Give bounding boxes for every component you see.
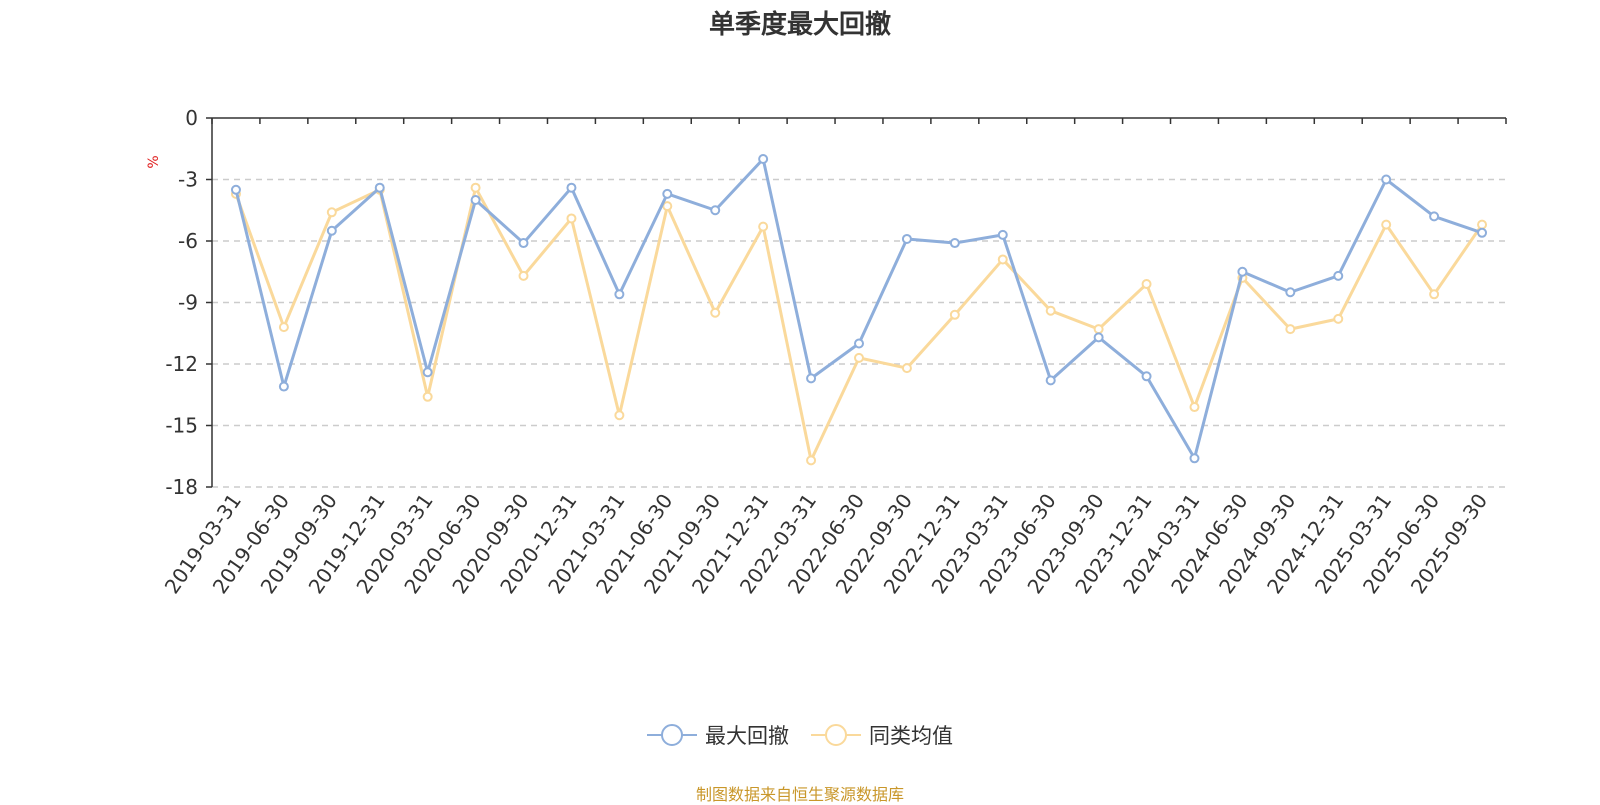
y-tick-label-1: -3: [178, 168, 198, 192]
y-tick-label-0: 0: [185, 106, 198, 130]
data-point-1-9: [662, 201, 673, 212]
series-0: [230, 154, 1488, 464]
series-group: [230, 154, 1488, 466]
data-point-0-1: [278, 381, 289, 392]
data-point-0-7: [566, 182, 577, 193]
data-point-0-22: [1285, 287, 1296, 298]
legend: 最大回撤 同类均值: [0, 720, 1600, 750]
data-point-0-2: [326, 225, 337, 236]
data-point-0-13: [854, 338, 864, 349]
data-point-0-16: [997, 229, 1008, 240]
data-point-0-21: [1237, 266, 1248, 277]
legend-label-peer-average: 同类均值: [869, 724, 953, 748]
data-point-0-4: [422, 367, 433, 378]
data-point-1-17: [1045, 305, 1056, 316]
data-point-1-14: [901, 363, 912, 374]
data-point-1-7: [566, 213, 577, 224]
legend-item-max-drawdown[interactable]: 最大回撤: [647, 720, 789, 750]
data-point-0-3: [374, 182, 385, 193]
data-point-0-26: [1477, 227, 1488, 238]
data-point-1-22: [1285, 324, 1296, 335]
y-tick-label-2: -6: [178, 229, 198, 253]
data-point-1-5: [470, 182, 481, 193]
data-point-0-14: [901, 233, 912, 244]
y-axis-label: %: [146, 155, 162, 168]
data-point-1-6: [518, 270, 529, 281]
data-point-1-15: [949, 309, 960, 320]
series-1: [230, 182, 1488, 466]
data-point-1-26: [1477, 219, 1488, 230]
data-point-1-25: [1429, 289, 1440, 300]
data-point-1-20: [1189, 402, 1200, 413]
data-point-0-12: [806, 373, 817, 384]
data-point-1-12: [806, 455, 817, 466]
data-point-1-8: [614, 410, 625, 421]
data-point-0-6: [518, 238, 529, 249]
grid-lines: [212, 178, 1506, 488]
data-point-1-24: [1381, 219, 1392, 230]
data-point-0-24: [1381, 174, 1392, 185]
data-point-1-4: [422, 391, 433, 402]
legend-marker-max-drawdown-icon: [647, 724, 697, 746]
data-point-1-2: [326, 207, 337, 218]
data-point-1-23: [1333, 313, 1344, 324]
data-point-1-16: [997, 254, 1008, 265]
data-point-0-8: [614, 289, 625, 300]
data-point-0-20: [1189, 453, 1200, 464]
y-tick-label-4: -12: [165, 352, 198, 376]
data-point-1-11: [758, 221, 769, 232]
data-point-0-9: [662, 188, 673, 199]
legend-marker-peer-average-icon: [811, 724, 861, 746]
legend-label-max-drawdown: 最大回撤: [705, 724, 789, 748]
data-point-1-1: [278, 322, 289, 333]
series-line-0: [234, 157, 1483, 460]
data-point-0-0: [230, 184, 241, 195]
data-point-0-5: [470, 195, 481, 205]
data-point-0-17: [1045, 375, 1056, 386]
source-note: 制图数据来自恒生聚源数据库: [695, 785, 904, 804]
chart-title: 单季度最大回撤: [708, 10, 891, 40]
y-tick-label-6: -18: [165, 475, 198, 499]
data-point-0-15: [949, 238, 960, 249]
data-point-0-11: [758, 154, 769, 164]
data-point-1-13: [854, 352, 864, 363]
data-point-1-10: [710, 307, 721, 318]
y-tick-label-3: -9: [178, 291, 198, 315]
data-point-0-19: [1141, 371, 1152, 382]
data-point-0-18: [1093, 332, 1104, 343]
data-point-1-19: [1141, 279, 1152, 290]
data-point-0-25: [1429, 211, 1440, 222]
data-point-0-23: [1333, 270, 1344, 281]
series-line-1: [234, 186, 1484, 462]
legend-item-peer-average[interactable]: 同类均值: [811, 720, 953, 750]
data-point-1-18: [1093, 324, 1104, 335]
y-tick-label-5: -15: [165, 414, 198, 438]
data-point-0-10: [710, 205, 721, 216]
